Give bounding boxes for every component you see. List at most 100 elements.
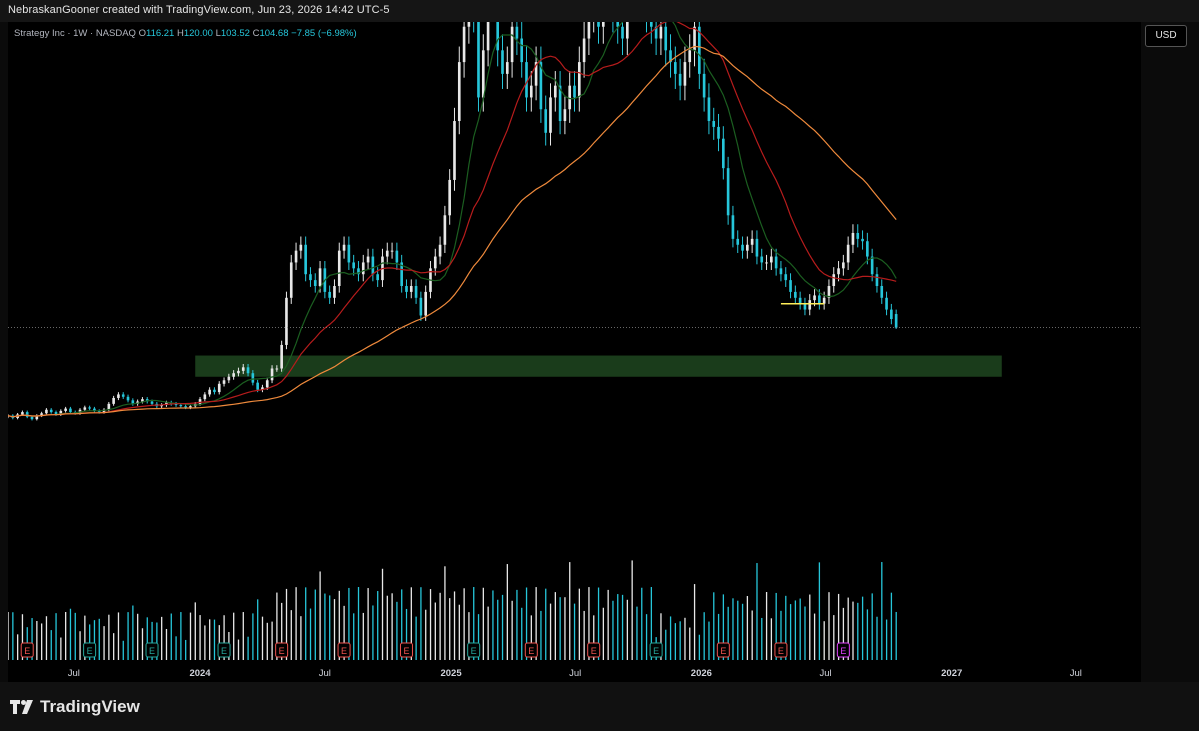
chart-attribution: NebraskanGooner created with TradingView… [8, 4, 390, 16]
earnings-marker[interactable]: E [337, 642, 351, 658]
volume-bar [12, 612, 14, 660]
volume-bar [391, 593, 393, 660]
volume-bar [444, 566, 446, 660]
volume-bar [285, 588, 288, 660]
volume-bar [137, 613, 139, 660]
earnings-label: E [279, 646, 285, 656]
volume-bar [761, 617, 763, 660]
candle [885, 291, 888, 316]
candle [299, 236, 303, 259]
volume-bar [237, 639, 240, 660]
candle [93, 406, 96, 413]
legend-high: H120.00 [176, 28, 213, 39]
earnings-label: E [720, 646, 726, 656]
volume-bar [161, 616, 163, 660]
candle [649, 22, 653, 44]
volume-bar [789, 604, 792, 660]
volume-bar [309, 608, 312, 660]
candle [473, 22, 475, 33]
volume-bar [521, 607, 523, 660]
candle [453, 107, 456, 191]
candle [890, 303, 893, 325]
candle [462, 22, 466, 78]
candle [861, 230, 864, 250]
candle [803, 297, 807, 316]
volume-bar [108, 614, 110, 660]
earnings-marker[interactable]: E [774, 642, 788, 658]
volume-bar [631, 560, 633, 660]
earnings-marker[interactable]: E [716, 642, 730, 658]
volume-bar [204, 625, 206, 660]
legend-low: L103.52 [215, 28, 250, 39]
candle [673, 46, 677, 89]
candle [246, 363, 250, 377]
earnings-marker[interactable]: E [524, 642, 538, 658]
candle [577, 46, 581, 112]
candle [664, 22, 668, 67]
earnings-marker[interactable]: E [467, 642, 481, 658]
candle [64, 406, 67, 413]
volume-bar [449, 598, 451, 660]
volume-bar [429, 589, 432, 660]
volume-bar [492, 590, 494, 660]
currency-button[interactable]: USD [1145, 25, 1187, 47]
volume-bar [823, 621, 825, 660]
candle [381, 248, 384, 287]
candle [593, 22, 595, 33]
candle [698, 22, 701, 89]
volume-bar [463, 588, 465, 660]
candle [717, 113, 720, 152]
candle [265, 377, 269, 390]
volume-bar [751, 610, 753, 660]
candle [722, 126, 725, 180]
time-axis[interactable]: Jul 2024 Jul 2025 Jul 2026 Jul 2027 Jul [68, 668, 1082, 679]
volume-bar [98, 618, 100, 660]
candle [328, 285, 331, 304]
demand-zone[interactable] [195, 355, 1002, 377]
volume-bar [722, 594, 725, 660]
earnings-label: E [471, 646, 477, 656]
candle [405, 279, 408, 299]
candle [496, 22, 500, 67]
candle [894, 309, 898, 330]
earnings-marker[interactable]: E [399, 642, 413, 658]
volume-bar [218, 625, 220, 660]
candle [443, 205, 447, 254]
candle [822, 291, 826, 310]
candle [702, 58, 706, 112]
earnings-marker[interactable]: E [836, 642, 850, 658]
candle [88, 405, 91, 411]
volume-bar [122, 640, 124, 660]
volume-bar [170, 613, 172, 660]
price-chart[interactable]: EEEEEEEEEEEEEE400.00375.00350.00325.0030… [8, 22, 1141, 682]
volume-bar [405, 608, 408, 660]
volume-bar [477, 614, 480, 660]
earnings-marker[interactable]: E [587, 642, 601, 658]
volume-bar [482, 587, 484, 660]
volume-bar [650, 587, 653, 660]
earnings-marker[interactable]: E [649, 642, 663, 658]
time-tick-label: Jul [1070, 668, 1082, 679]
volume-bar [669, 616, 672, 660]
volume-bar [530, 615, 532, 660]
candle [371, 248, 375, 282]
time-tick-label: Jul [319, 668, 331, 679]
candle [520, 22, 524, 78]
earnings-marker[interactable]: E [83, 642, 97, 658]
plot-area[interactable]: EEEEEEEEEEEEEE400.00375.00350.00325.0030… [8, 22, 1141, 682]
symbol-legend: Strategy Inc · 1W · NASDAQ O116.21 H120.… [14, 28, 357, 39]
volume-bar [588, 587, 590, 660]
tradingview-logo[interactable]: TradingView [10, 697, 140, 717]
candle [309, 267, 312, 287]
earnings-marker[interactable]: E [145, 642, 159, 658]
volume-bar [146, 617, 148, 660]
candle [712, 107, 716, 140]
volume-bar [818, 562, 821, 660]
earnings-marker[interactable]: E [275, 642, 289, 658]
candle [83, 405, 87, 412]
earnings-marker[interactable]: E [217, 642, 231, 658]
volume-bar [420, 587, 422, 660]
volume-bar [362, 612, 364, 660]
volume-bar [17, 634, 19, 660]
earnings-marker[interactable]: E [20, 642, 34, 658]
